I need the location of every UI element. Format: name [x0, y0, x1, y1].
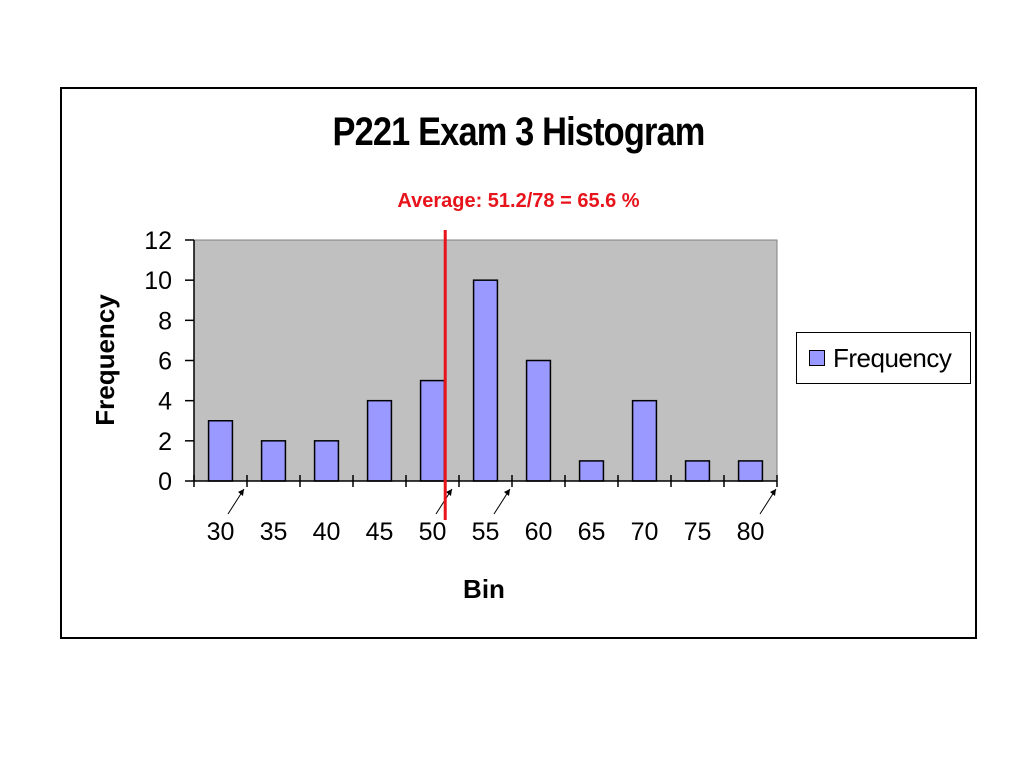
bar-30 — [207, 420, 234, 482]
chart-subtitle-average: Average: 51.2/78 = 65.6 % — [397, 190, 640, 212]
bar-80 — [737, 460, 764, 482]
x-tick-label-70: 70 — [631, 518, 659, 546]
arrow-head-3 — [770, 489, 776, 496]
bar-45 — [366, 399, 393, 482]
y-axis: 0 2 4 6 8 10 12 — [144, 227, 195, 496]
y-tick-label-6: 6 — [158, 348, 172, 376]
x-tick-label-35: 35 — [260, 518, 288, 546]
y-axis-title: Frequency — [90, 294, 120, 426]
bar-75 — [684, 460, 711, 482]
bin-arrows — [227, 488, 777, 515]
bar-70 — [631, 399, 658, 482]
arrow-head-2 — [504, 489, 510, 496]
legend-label-frequency: Frequency — [833, 342, 952, 373]
bar-55 — [472, 279, 499, 482]
y-tick-label-12: 12 — [144, 227, 172, 255]
arrow-head-1 — [446, 489, 452, 496]
legend-swatch-frequency — [809, 350, 825, 366]
bar-35 — [260, 440, 287, 482]
bar-50 — [419, 379, 446, 482]
bar-65 — [578, 460, 605, 482]
legend: Frequency — [796, 332, 971, 384]
y-tick-label-8: 8 — [158, 307, 172, 335]
y-tick-label-10: 10 — [144, 267, 172, 295]
y-tick-label-0: 0 — [158, 468, 172, 496]
bar-60 — [525, 359, 552, 482]
y-tick-label-2: 2 — [158, 428, 172, 456]
chart-title: P221 Exam 3 Histogram — [332, 110, 705, 154]
x-tick-label-45: 45 — [366, 518, 394, 546]
x-tick-label-55: 55 — [472, 518, 500, 546]
y-tick-label-4: 4 — [158, 388, 172, 416]
x-tick-label-50: 50 — [419, 518, 447, 546]
bars-group — [207, 279, 764, 482]
bar-40 — [313, 440, 340, 482]
x-tick-label-80: 80 — [737, 518, 765, 546]
x-tick-label-60: 60 — [525, 518, 553, 546]
x-tick-label-40: 40 — [313, 518, 341, 546]
x-tick-label-65: 65 — [578, 518, 606, 546]
x-axis-title: Bin — [463, 574, 505, 604]
x-tick-label-30: 30 — [207, 518, 235, 546]
arrow-head-0 — [238, 489, 244, 496]
x-tick-label-75: 75 — [684, 518, 712, 546]
x-axis: 30 35 40 45 50 55 60 65 70 75 80 — [193, 475, 778, 546]
